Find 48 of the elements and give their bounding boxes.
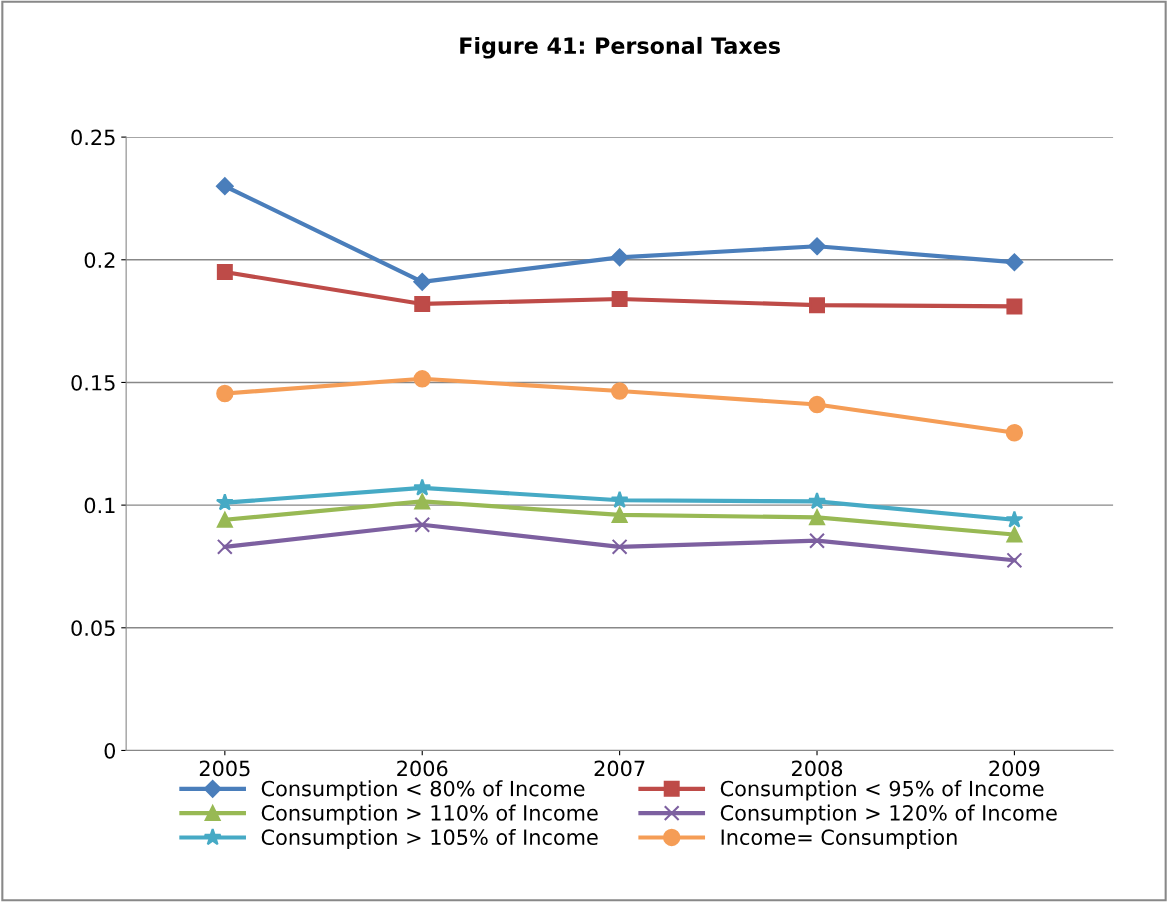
point [809,509,825,526]
legend-label: Consumption < 80% of Income [261,780,585,801]
legend-label: Consumption > 105% of Income [261,828,598,850]
point [1005,424,1024,442]
y-tick-label: 0.15 [71,374,115,391]
point [610,490,629,508]
point [215,493,234,511]
point [611,538,628,555]
point [611,506,628,523]
point [414,516,431,533]
x-tick-label: 2008 [792,760,843,777]
point [809,297,825,314]
point [413,272,432,291]
point [216,264,233,281]
y-tick-label: 0.05 [71,620,115,636]
point [216,511,233,528]
legend-label: Consumption > 110% of Income [261,804,598,825]
point [414,295,431,312]
point [808,492,826,510]
y-tick-label: 0.1 [84,497,115,514]
chart-title: Figure 41: Personal Taxes [460,36,780,59]
point [414,493,431,510]
point [808,237,826,256]
legend-label: Income= Consumption [721,828,957,850]
point [413,478,432,496]
legend-label: Consumption > 120% of Income [720,804,1057,825]
point [216,538,233,555]
point [413,370,431,388]
y-tick-label: 0 [104,742,116,759]
point [809,532,825,549]
point [610,248,629,267]
point [1006,552,1023,569]
x-tick-label: 2007 [594,760,645,777]
point [1006,298,1023,315]
point [610,382,629,400]
point [808,395,826,414]
y-tick-label: 0.2 [84,252,115,268]
point [1006,526,1023,543]
x-tick-label: 2006 [397,760,448,777]
point [215,177,234,196]
point [1005,510,1024,528]
x-tick-label: 2005 [199,760,250,777]
y-tick-label: 0.25 [71,129,115,146]
point [611,291,628,308]
point [1005,253,1024,272]
x-tick-label: 2009 [989,760,1040,777]
legend-label: Consumption < 95% of Income [720,780,1044,801]
point [216,384,234,403]
